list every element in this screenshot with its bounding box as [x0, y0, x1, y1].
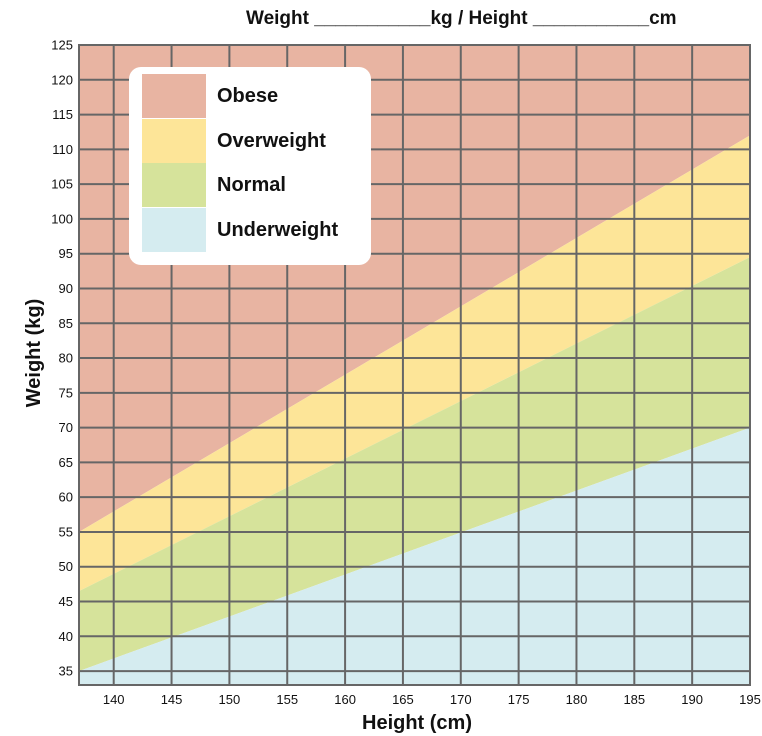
x-tick-label-155: 155 — [276, 692, 298, 707]
legend-swatch-normal — [142, 163, 206, 207]
plot-border — [78, 44, 751, 686]
y-tick-label-60: 60 — [59, 490, 73, 505]
legend-label-normal: Normal — [217, 173, 286, 196]
band-underweight — [79, 427, 750, 685]
x-tick-label-145: 145 — [161, 692, 183, 707]
y-tick-labels: 35 40 45 50 55 60 65 70 75 80 85 90 95 100 105 110 115 12… — [51, 38, 73, 679]
y-tick-label-70: 70 — [59, 420, 73, 435]
y-tick-label-95: 95 — [59, 246, 73, 261]
x-tick-label-170: 170 — [450, 692, 472, 707]
y-tick-label-45: 45 — [59, 594, 73, 609]
y-axis-label: Weight (kg) — [23, 299, 45, 408]
legend-item-overweight: Overweight — [142, 119, 364, 163]
y-tick-label-100: 100 — [51, 211, 73, 226]
x-axis-label: Height (cm) — [362, 712, 472, 734]
x-tick-label-175: 175 — [508, 692, 530, 707]
legend: Obese Overweight Normal Underweight — [129, 67, 371, 265]
y-tick-label-120: 120 — [51, 72, 73, 87]
band-overweight — [79, 135, 750, 592]
x-tick-label-195: 195 — [739, 692, 761, 707]
y-tick-label-50: 50 — [59, 559, 73, 574]
legend-label-overweight: Overweight — [217, 129, 326, 152]
x-tick-labels: 140 145 150 155 160 165 170 175 180 185 190 195 — [103, 692, 761, 707]
y-tick-label-35: 35 — [59, 664, 73, 679]
y-tick-label-125: 125 — [51, 38, 73, 53]
y-tick-label-75: 75 — [59, 385, 73, 400]
legend-swatch-underweight — [142, 208, 206, 252]
legend-swatch-overweight — [142, 119, 206, 163]
y-tick-label-110: 110 — [52, 142, 73, 157]
x-tick-label-140: 140 — [103, 692, 125, 707]
legend-label-underweight: Underweight — [217, 218, 339, 241]
x-tick-label-150: 150 — [219, 692, 241, 707]
legend-item-normal: Normal — [142, 163, 364, 207]
x-tick-label-190: 190 — [681, 692, 703, 707]
legend-swatch-obese — [142, 74, 206, 118]
x-tick-label-165: 165 — [392, 692, 414, 707]
y-tick-label-85: 85 — [59, 316, 73, 331]
legend-label-obese: Obese — [217, 84, 279, 107]
weight-height-header: Weight ___________kg / Height __________… — [246, 8, 677, 29]
y-tick-label-80: 80 — [59, 351, 73, 366]
y-tick-label-40: 40 — [59, 629, 73, 644]
y-tick-label-65: 65 — [59, 455, 73, 470]
x-tick-label-185: 185 — [623, 692, 645, 707]
legend-item-underweight: Underweight — [142, 208, 364, 252]
y-tick-label-115: 115 — [52, 107, 73, 122]
legend-item-obese: Obese — [142, 74, 364, 118]
y-tick-label-55: 55 — [59, 524, 73, 539]
x-tick-label-180: 180 — [566, 692, 588, 707]
y-tick-label-105: 105 — [51, 177, 73, 192]
x-tick-label-160: 160 — [334, 692, 356, 707]
y-tick-label-90: 90 — [59, 281, 73, 296]
